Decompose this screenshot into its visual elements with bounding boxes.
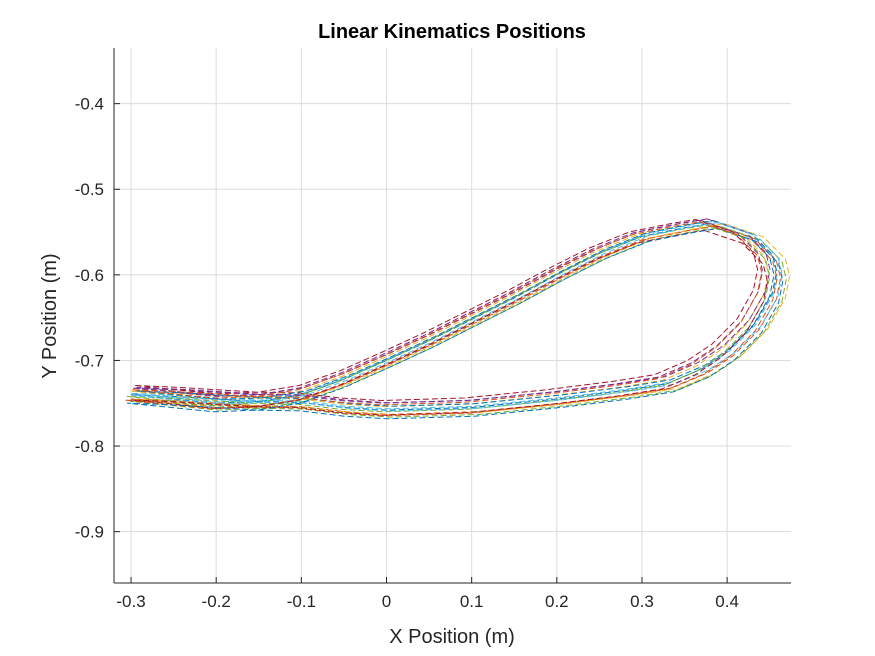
x-tick-label: 0.2 [545, 592, 569, 611]
x-tick-label: 0.3 [630, 592, 654, 611]
y-tick-label: -0.9 [75, 523, 104, 542]
y-tick-label: -0.5 [75, 180, 104, 199]
y-tick-label: -0.8 [75, 437, 104, 456]
trace-line-4 [132, 219, 764, 404]
x-tick-label: 0.1 [460, 592, 484, 611]
trace-line-8 [136, 220, 778, 407]
grid [114, 48, 791, 583]
trace-line-2 [131, 225, 782, 415]
axes [113, 48, 791, 584]
plot-area [114, 48, 791, 583]
x-tick-label: 0 [382, 592, 391, 611]
x-tick-label: -0.2 [202, 592, 231, 611]
chart-title: Linear Kinematics Positions [318, 21, 586, 43]
trace-line-14 [130, 229, 768, 416]
tick-labels: -0.3 -0.2 -0.1 0 0.1 0.2 0.3 0.4 -0.4 -0.5 -0.6 -0.… [75, 95, 739, 611]
trace-line-12 [126, 224, 771, 413]
trace-line-16 [131, 221, 763, 406]
x-axis-label: X Position (m) [389, 626, 515, 648]
y-tick-label: -0.7 [75, 351, 104, 370]
y-tick-label: -0.4 [75, 95, 104, 114]
trace-line-11 [136, 218, 771, 404]
y-tick-label: -0.6 [75, 266, 104, 285]
trace-line-15 [127, 227, 784, 420]
trace-line-5 [130, 226, 787, 418]
trace-line-10 [130, 223, 791, 416]
trace-line-9 [124, 225, 778, 417]
data-traces [124, 218, 791, 420]
y-axis-label: Y Position (m) [39, 253, 61, 378]
trace-line-13 [132, 222, 783, 412]
x-tick-label: -0.3 [116, 592, 145, 611]
x-tick-label: 0.4 [715, 592, 739, 611]
x-tick-label: -0.1 [287, 592, 316, 611]
